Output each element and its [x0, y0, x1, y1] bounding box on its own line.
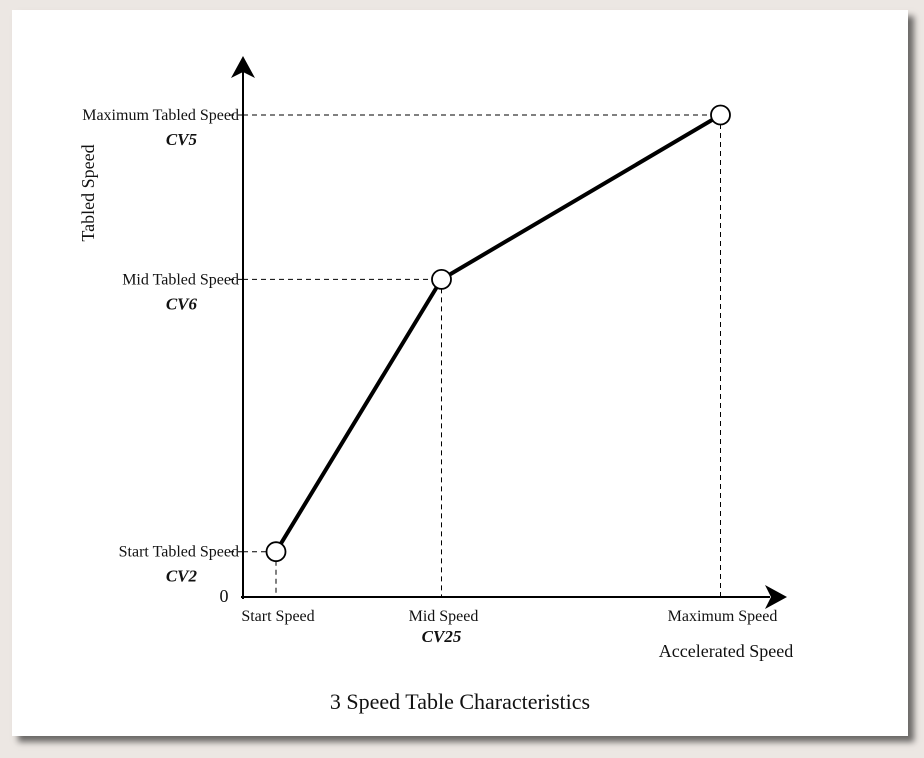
- mid-tabled-speed-cv-label: CV6: [166, 294, 198, 313]
- maximum-tabled-speed-label: Maximum Tabled Speed: [82, 107, 239, 124]
- chart-card: Start Tabled Speed CV2 Mid Tabled Speed CV6…: [12, 10, 908, 736]
- chart-title: 3 Speed Table Characteristics: [330, 689, 590, 714]
- x-axis-title: Accelerated Speed: [659, 641, 793, 661]
- speed-curve-line: [274, 113, 722, 553]
- y-axis-title: Tabled Speed: [78, 144, 98, 241]
- origin-label: 0: [220, 586, 229, 606]
- start-speed-label: Start Speed: [241, 608, 314, 625]
- start-tabled-speed-cv-label: CV2: [166, 567, 198, 586]
- mid-tabled-speed-label: Mid Tabled Speed: [122, 271, 239, 288]
- mid-speed-cv-label: CV25: [422, 627, 462, 646]
- speed-table-chart: Start Tabled Speed CV2 Mid Tabled Speed CV6…: [78, 56, 793, 714]
- maximum-tabled-speed-cv-label: CV5: [166, 130, 198, 149]
- data-point-1: [265, 541, 287, 563]
- data-point-2: [431, 268, 452, 290]
- data-point-3: [710, 104, 731, 126]
- mid-speed-label: Mid Speed: [409, 608, 479, 625]
- y-axis-arrow: [231, 56, 255, 78]
- maximum-speed-label: Maximum Speed: [668, 608, 778, 625]
- x-axis-arrow: [765, 585, 787, 609]
- start-tabled-speed-label: Start Tabled Speed: [119, 544, 239, 561]
